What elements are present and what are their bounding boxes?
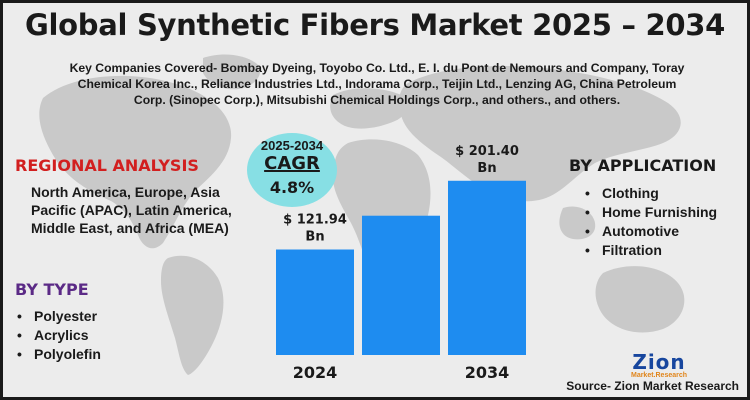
application-item-clothing: Clothing [585,184,717,203]
cagr-label: CAGR [264,153,320,174]
application-item-home-furnishing: Home Furnishing [585,203,717,222]
cagr-value: 4.8% [269,178,315,197]
by-type-list: Polyester Acrylics Polyolefin [17,307,101,364]
type-item-acrylics: Acrylics [17,326,101,345]
logo-subtext: Market.Research [630,372,688,379]
x-tick-label-2034: 2034 [465,363,510,382]
bar-1 [276,249,354,355]
type-item-polyester: Polyester [17,307,101,326]
bar-1-data-label-line-2: Bn [305,230,324,245]
bar-3-data-label-line-2: Bn [477,161,496,176]
regional-analysis-title: REGIONAL ANALYSIS [15,156,199,175]
market-bar-chart: $ 121.94 Bn 2024 $ 201.40 Bn 2034 [276,144,526,382]
type-item-polyolefin: Polyolefin [17,345,101,364]
page-title: Global Synthetic Fibers Market 2025 – 20… [25,8,725,42]
cagr-years: 2025-2034 [260,138,324,153]
by-type-title: BY TYPE [15,280,89,299]
application-item-automotive: Automotive [585,222,717,241]
bar-2 [362,215,440,355]
bar-1-data-label-line-1: $ 121.94 [283,213,347,228]
by-application-title: BY APPLICATION [569,156,717,175]
logo-word: Zion [632,350,686,374]
by-application-list: Clothing Home Furnishing Automotive Filt… [585,184,717,260]
x-tick-label-2024: 2024 [293,363,338,382]
application-item-filtration: Filtration [585,241,717,260]
zion-logo: Zion Market.Research [625,350,693,383]
cagr-bubble: 2025-2034 CAGR 4.8% [247,133,337,207]
world-map-background [39,54,685,375]
source-text: Source- Zion Market Research [566,379,739,393]
bar-3-data-label-line-1: $ 201.40 [455,144,519,159]
key-companies-text: Key Companies Covered- Bombay Dyeing, To… [69,61,685,107]
bar-3 [448,180,526,355]
regional-analysis-text: North America, Europe, Asia Pacific (APA… [31,184,232,236]
